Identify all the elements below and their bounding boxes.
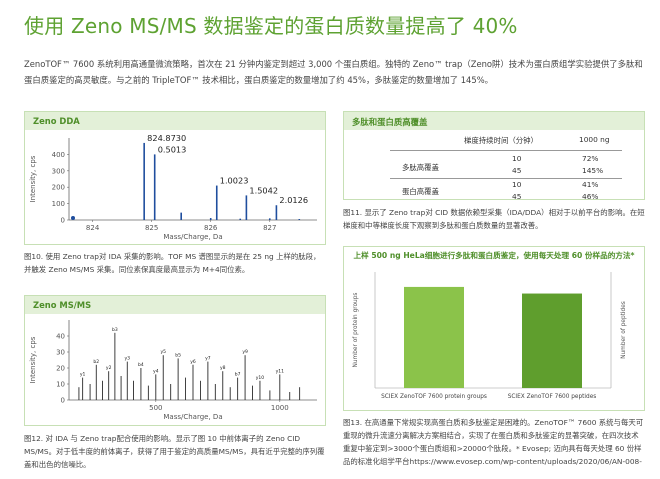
- category-label: SCIEX ZenoTOF 7600 protein groups: [381, 394, 487, 400]
- zeno-msms-header: Zeno MS/MS: [25, 296, 325, 314]
- peak-label: b4: [138, 362, 144, 368]
- figure-12-caption: 图12. 对 IDA 与 Zeno trap配合使用的影响。显示了图 10 中前…: [24, 434, 325, 469]
- bar: [404, 286, 464, 388]
- zeno-msms-panel: Zeno MS/MS 0 10 20 30 40 500 1000 Mass/Charge, …: [24, 295, 326, 426]
- y-tick-label: 0: [61, 397, 65, 405]
- y-tick-label: 20: [56, 365, 65, 373]
- hela-bar-panel: [343, 246, 645, 411]
- y-tick-label: 40: [56, 333, 65, 341]
- peak-label: 824.8730: [147, 133, 186, 143]
- peak-label: b2: [93, 359, 99, 365]
- y-axis-title: Intensity, cps: [29, 155, 37, 202]
- y-tick-label: 300: [52, 167, 65, 175]
- peak-label: y1: [80, 372, 86, 378]
- peak-label: y3: [125, 356, 131, 362]
- x-tick-label: 825: [145, 224, 158, 232]
- zeno-msms-spectrum: 0 10 20 30 40 500 1000 Mass/Charge, Da Intensity…: [29, 320, 317, 421]
- peak-label: y4: [153, 368, 159, 374]
- protein-row-2-value: 46%: [582, 192, 599, 201]
- peak-label: y6: [190, 359, 196, 365]
- protein-row-2-time: 45: [512, 192, 522, 201]
- peak-label: b5: [175, 352, 181, 358]
- intro-paragraph: ZenoTOF™ 7600 系统利用高通量微流策略，首次在 21 分钟内鉴定到超…: [24, 59, 643, 85]
- col-header-gradient: 梯度持续时间（分钟）: [464, 136, 538, 145]
- peak-label: 2.0126: [279, 195, 308, 205]
- y-tick-label: 200: [52, 184, 65, 192]
- peak-label: y9: [242, 349, 248, 355]
- x-axis-title: Mass/Charge, Da: [163, 233, 222, 241]
- table-divider-top: [390, 150, 622, 151]
- peak-label: y7: [205, 356, 211, 362]
- coverage-table-panel: 多肽和蛋白质高覆盖 梯度持续时间（分钟） 1000 ng 多肽高覆盖 10 72…: [343, 111, 645, 200]
- y-tick-label: 100: [52, 200, 65, 208]
- x-tick-label: 1000: [271, 404, 289, 412]
- y-tick-label: 0: [61, 217, 65, 225]
- peak-label: y8: [220, 365, 226, 371]
- x-tick-label: 827: [263, 224, 276, 232]
- figure-13-caption: 图13. 在高通量下常规实现高蛋白质和多肽鉴定是困难的。ZenoTOF™ 760…: [343, 418, 644, 466]
- hela-bar-title: 上样 500 ng HeLa细胞进行多肽和蛋白质鉴定，使用每天处理 60 份样品…: [353, 251, 635, 260]
- left-axis-title: Number of protein groups: [353, 293, 359, 368]
- category-label: SCIEX ZenoTOF 7600 peptides: [508, 394, 597, 400]
- peak-label: y5: [160, 349, 166, 355]
- protein-row-1-time: 10: [512, 180, 522, 189]
- right-axis-title: Number of peptides: [621, 301, 627, 359]
- peptide-row-1-time: 10: [512, 154, 522, 163]
- zeno-dda-panel: Zeno DDA 0 100 200 300 400 824 825 826 827 Mass/C…: [24, 111, 326, 245]
- x-tick-label: 824: [86, 224, 100, 232]
- peptide-row-2-time: 45: [512, 166, 522, 175]
- peak-label: y10: [256, 375, 265, 381]
- peak-label: 1.0023: [220, 176, 249, 186]
- col-header-loading: 1000 ng: [579, 135, 610, 144]
- page-title: 使用 Zeno MS/MS 数据鉴定的蛋白质数量提高了 40%: [24, 14, 518, 38]
- zeno-dda-header: Zeno DDA: [25, 112, 325, 130]
- peak-label: b3: [112, 327, 118, 333]
- protein-row-1-value: 41%: [582, 180, 599, 189]
- peak-label: b7: [235, 372, 241, 378]
- x-tick-label: 500: [149, 404, 162, 412]
- y-tick-label: 400: [52, 151, 65, 159]
- group-peptide-label: 多肽高覆盖: [402, 163, 439, 172]
- x-tick-label: 826: [204, 224, 218, 232]
- coverage-table-header: 多肽和蛋白质高覆盖: [344, 112, 644, 130]
- peptide-row-2-value: 145%: [582, 166, 604, 175]
- peptide-row-1-value: 72%: [582, 154, 599, 163]
- hela-bar-chart: Number of protein groups Number of peptid…: [353, 272, 627, 400]
- precursor-marker: [71, 216, 75, 220]
- peak-label: y2: [106, 365, 112, 371]
- figure-10-caption: 图10. 使用 Zeno trap对 IDA 采集的影响。TOF MS 谱图显示…: [24, 252, 321, 274]
- peak-label: y11: [276, 368, 285, 374]
- coverage-table: 梯度持续时间（分钟） 1000 ng 多肽高覆盖 10 72% 45 145%: [344, 130, 644, 200]
- table-divider-mid: [390, 178, 622, 179]
- figure-11-caption: 图11. 显示了 Zeno trap对 CID 数据依赖型采集（IDA/DDA）…: [343, 208, 645, 230]
- x-axis-title: Mass/Charge, Da: [163, 413, 222, 421]
- coverage-table-lower: 蛋白高覆盖 10 41% 45 46%: [344, 111, 644, 211]
- peak-label: 1.5042: [249, 185, 278, 195]
- zeno-dda-spectrum: 0 100 200 300 400 824 825 826 827 Mass/Charge, Da…: [29, 133, 317, 241]
- y-tick-label: 30: [56, 349, 65, 357]
- y-axis-title: Intensity, cps: [29, 336, 37, 383]
- bar: [522, 293, 582, 388]
- group-protein-label: 蛋白高覆盖: [402, 187, 439, 196]
- peak-label: 0.5013: [158, 144, 187, 154]
- y-tick-label: 10: [56, 381, 65, 389]
